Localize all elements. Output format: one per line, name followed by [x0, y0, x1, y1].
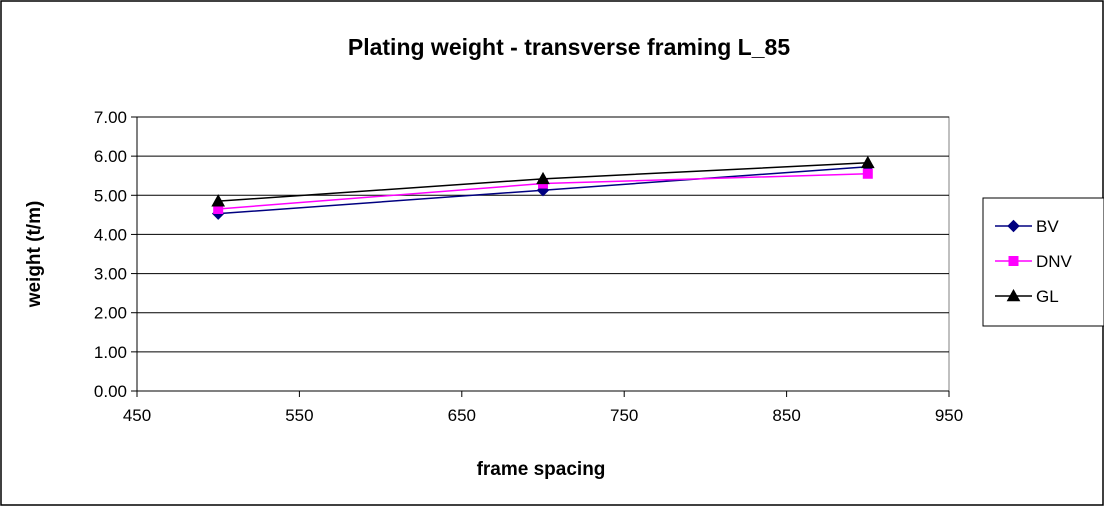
- series-lines: [211, 155, 875, 220]
- y-tick-label: 6.00: [94, 147, 127, 166]
- y-tick-label: 2.00: [94, 304, 127, 323]
- data-point: [536, 171, 550, 185]
- y-tick-label: 3.00: [94, 265, 127, 284]
- legend-item-dnv: DNV: [995, 252, 1073, 271]
- x-tick-label: 750: [610, 406, 638, 425]
- legend-swatch-marker: [1006, 288, 1021, 302]
- series-gl: [211, 155, 875, 207]
- legend-item-bv: BV: [995, 217, 1059, 236]
- y-axis-label: weight (t/m): [24, 201, 45, 309]
- legend: BV DNV GL: [982, 197, 1104, 327]
- legend-label: GL: [1036, 287, 1059, 306]
- x-tick-label: 650: [448, 406, 476, 425]
- y-tick-label: 7.00: [94, 108, 127, 127]
- x-axis-label: frame spacing: [477, 459, 606, 480]
- y-tick-label: 0.00: [94, 382, 127, 401]
- legend-swatch-marker: [1008, 256, 1019, 266]
- chart-title: Plating weight - transverse framing L_85: [348, 34, 790, 60]
- legend-label: DNV: [1036, 252, 1073, 271]
- x-tick-label: 850: [772, 406, 800, 425]
- y-tick-label: 5.00: [94, 186, 127, 205]
- x-tick-label: 450: [123, 406, 151, 425]
- x-axis-ticks: 450 550 650 750 850 950: [123, 391, 963, 425]
- y-tick-label: 1.00: [94, 343, 127, 362]
- legend-box: [982, 197, 1104, 327]
- x-tick-label: 950: [935, 406, 963, 425]
- legend-item-gl: GL: [995, 287, 1059, 306]
- data-point: [862, 168, 873, 179]
- data-point: [211, 194, 226, 207]
- y-tick-label: 4.00: [94, 225, 127, 244]
- x-tick-label: 550: [285, 406, 313, 425]
- legend-label: BV: [1036, 217, 1059, 236]
- data-point: [860, 155, 875, 169]
- plot-area: [136, 116, 950, 392]
- legend-swatch-marker: [1007, 219, 1020, 233]
- y-axis-ticks: 0.00 1.00 2.00 3.00 4.00 5.00 6.00 7.00: [94, 108, 137, 401]
